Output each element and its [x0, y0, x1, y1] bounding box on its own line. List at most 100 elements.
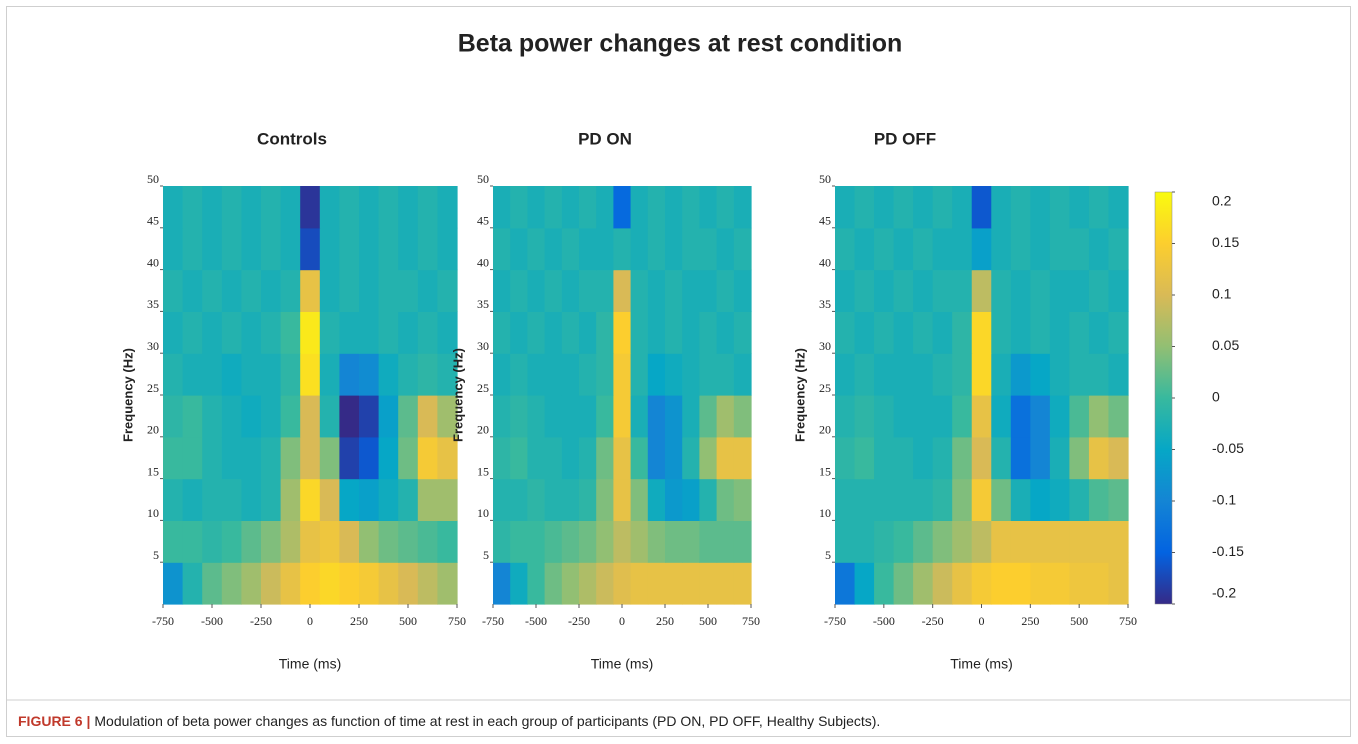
heatmap-cell — [221, 395, 242, 438]
heatmap-cell — [398, 227, 419, 271]
heatmap-cell — [300, 269, 321, 312]
heatmap-cell — [682, 353, 700, 396]
heatmap-cell — [163, 227, 184, 271]
x-tick-label: -250 — [922, 614, 944, 628]
heatmap-cell — [241, 436, 262, 480]
heatmap-cell — [733, 227, 752, 271]
heatmap-cell — [261, 520, 282, 563]
panel-title: PD ON — [578, 129, 632, 148]
heatmap-cell — [319, 478, 340, 521]
heatmap-cell — [163, 436, 184, 480]
heatmap-cell — [378, 562, 399, 605]
heatmap-cell — [339, 227, 360, 271]
heatmap-cell — [510, 353, 528, 396]
heatmap-cell — [241, 562, 262, 605]
heatmap-cell — [874, 436, 895, 480]
heatmap-cell — [579, 562, 597, 605]
colorbar-tick-label: 0.15 — [1212, 234, 1239, 250]
heatmap-cell — [300, 478, 321, 521]
heatmap-cell — [1010, 311, 1031, 354]
y-tick-label: 20 — [147, 423, 159, 437]
heatmap-cell — [493, 186, 511, 229]
heatmap-cell — [319, 562, 340, 605]
heatmap-cell — [716, 562, 735, 605]
heatmap-cell — [952, 478, 973, 521]
heatmap-cell — [596, 562, 614, 605]
heatmap-cell — [893, 478, 914, 521]
figure-title: Beta power changes at rest condition — [458, 30, 903, 58]
heatmap-cell — [1069, 436, 1090, 480]
colorbar-tick-label: -0.2 — [1212, 585, 1236, 601]
heatmap-cell — [913, 520, 934, 563]
heatmap-cell — [630, 520, 649, 563]
colorbar-tick-label: 0.05 — [1212, 337, 1239, 353]
heatmap-cell — [913, 186, 934, 229]
heatmap-cell — [319, 269, 340, 312]
heatmap-cell — [665, 353, 683, 396]
heatmap-cell — [561, 395, 580, 438]
heatmap-cell — [971, 395, 992, 438]
heatmap-cell — [1010, 186, 1031, 229]
heatmap-cell — [510, 395, 528, 438]
heatmap-cell — [835, 227, 856, 271]
heatmap-cell — [378, 478, 399, 521]
heatmap-cell — [261, 353, 282, 396]
heatmap-cell — [544, 562, 563, 605]
heatmap-cell — [378, 269, 399, 312]
heatmap-cell — [241, 520, 262, 563]
heatmap-cell — [417, 311, 438, 354]
x-tick-label: 750 — [448, 614, 466, 628]
heatmap-cell — [1049, 562, 1070, 605]
heatmap-cell — [971, 227, 992, 271]
heatmap-cell — [319, 227, 340, 271]
heatmap-cell — [1030, 353, 1051, 396]
heatmap-cell — [579, 478, 597, 521]
heatmap-cell — [417, 520, 438, 563]
x-tick-label: -750 — [824, 614, 846, 628]
heatmap-cell — [1049, 520, 1070, 563]
heatmap-cell — [835, 520, 856, 563]
heatmap-cell — [874, 395, 895, 438]
heatmap-cell — [510, 520, 528, 563]
heatmap-cell — [716, 395, 735, 438]
heatmap-cell — [1030, 520, 1051, 563]
heatmap-cell — [835, 436, 856, 480]
heatmap-cell — [241, 311, 262, 354]
heatmap-cell — [1069, 311, 1090, 354]
heatmap-cell — [1010, 478, 1031, 521]
heatmap-cell — [991, 562, 1012, 605]
y-tick-label: 45 — [819, 214, 831, 228]
heatmap-cell — [1030, 436, 1051, 480]
x-tick-label: 500 — [399, 614, 417, 628]
x-tick-label: -750 — [152, 614, 174, 628]
heatmap-cell — [1088, 186, 1110, 229]
heatmap-cell — [952, 311, 973, 354]
heatmap-cell — [527, 520, 546, 563]
colorbar-tick-label: 0.1 — [1212, 286, 1232, 302]
heatmap-cell — [854, 353, 875, 396]
heatmap-cell — [991, 186, 1012, 229]
heatmap-cell — [1108, 562, 1129, 605]
heatmap-cell — [1108, 436, 1129, 480]
heatmap-cell — [835, 353, 856, 396]
heatmap-cell — [300, 395, 321, 438]
heatmap-cell — [913, 478, 934, 521]
heatmap-cell — [398, 562, 419, 605]
colorbar-tick-label: 0.2 — [1212, 193, 1232, 209]
heatmap-cell — [630, 478, 649, 521]
y-axis-label: Frequency (Hz) — [450, 348, 465, 442]
heatmap-cell — [527, 311, 546, 354]
heatmap-cell — [874, 311, 895, 354]
heatmap-cell — [893, 436, 914, 480]
heatmap-cell — [733, 562, 752, 605]
heatmap-cell — [202, 311, 223, 354]
heatmap-cell — [1010, 227, 1031, 271]
caption-text: Modulation of beta power changes as func… — [94, 713, 880, 729]
heatmap-cell — [596, 311, 614, 354]
heatmap-cell — [437, 520, 458, 563]
heatmap-cell — [733, 436, 752, 480]
heatmap-cell — [182, 562, 203, 605]
heatmap-cell — [682, 562, 700, 605]
heatmap-cell — [527, 353, 546, 396]
heatmap-cell — [1069, 562, 1090, 605]
